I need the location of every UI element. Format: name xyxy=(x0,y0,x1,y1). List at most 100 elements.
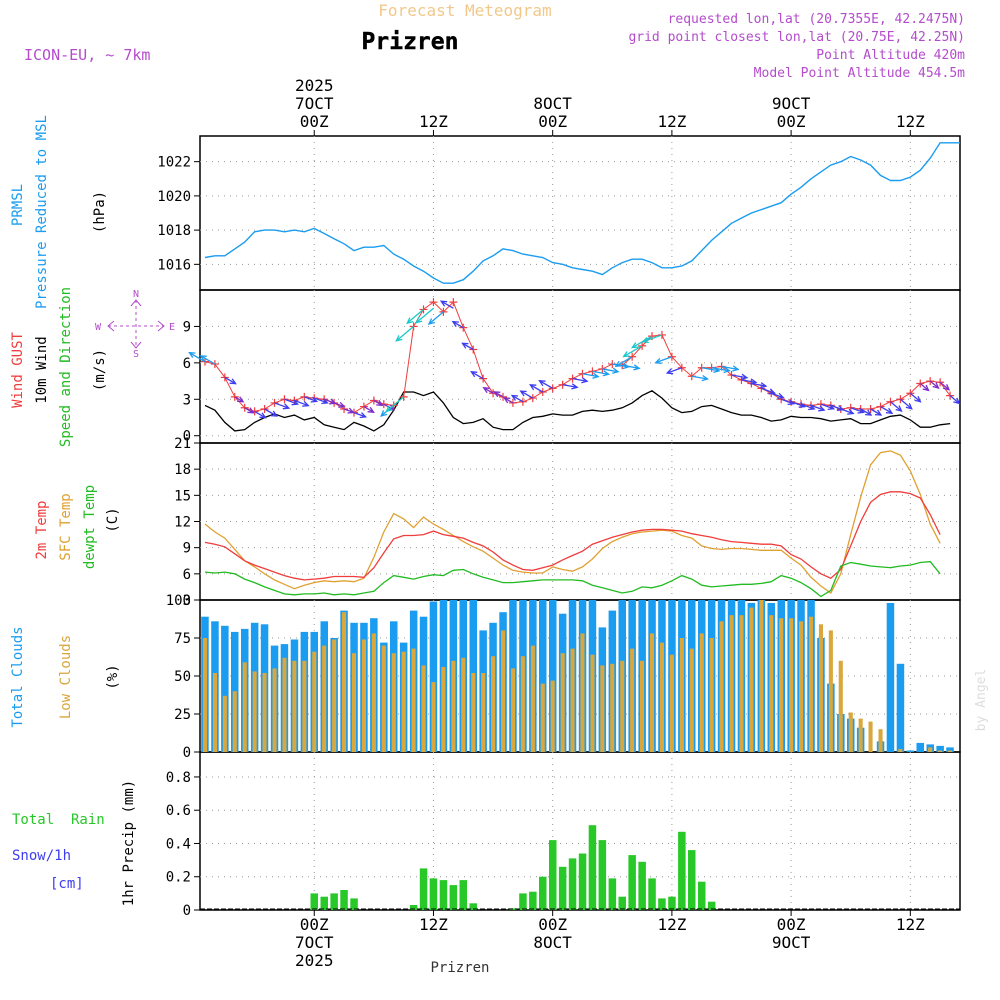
wind-arrow xyxy=(529,384,544,393)
wind-arrow-shaft xyxy=(483,387,494,394)
wind-arrow-head xyxy=(538,380,546,387)
low-cloud-bar xyxy=(769,615,774,752)
low-cloud-bar xyxy=(650,633,655,752)
wind-arrow xyxy=(385,396,405,413)
pressure-labels: PRMSL Pressure Reduced to MSL (hPa) xyxy=(10,115,108,309)
low-cloud-bar xyxy=(272,668,277,752)
rain-bar xyxy=(330,893,338,910)
wind-arrow xyxy=(294,399,310,407)
wind-arrow-shaft xyxy=(890,401,902,412)
wind-arrow xyxy=(538,380,554,389)
wind-arrow-shaft xyxy=(919,383,929,391)
wind-arrow xyxy=(790,401,806,408)
x-axis-bottom-label: 00Z xyxy=(538,915,567,934)
x-axis-top-label: 12Z xyxy=(419,112,448,131)
compass-n: N xyxy=(133,289,139,300)
wind-arrow-head xyxy=(932,382,940,389)
wind-arrow-head xyxy=(874,409,883,416)
low-cloud-bar xyxy=(292,660,297,752)
gust-marker xyxy=(449,298,458,307)
dewpt-line xyxy=(204,560,941,598)
wind-arrow xyxy=(234,396,245,403)
wind-arrow-shaft xyxy=(189,352,206,363)
low-cloud-bar xyxy=(699,633,704,752)
low-cloud-label: Low Clouds xyxy=(58,635,74,719)
x-axis-top-label: 00Z xyxy=(300,112,329,131)
wind-arrow-head xyxy=(395,335,403,342)
rain-bar xyxy=(469,903,477,910)
wind-arrow-head xyxy=(199,355,207,362)
wind-arrow-head xyxy=(380,410,388,417)
rain-bar xyxy=(707,901,716,910)
y-tick-label: 1022 xyxy=(157,155,191,171)
wind-arrow-head xyxy=(768,388,776,395)
wind-arrow-shaft xyxy=(602,368,619,373)
wind-arrow-head xyxy=(237,396,245,403)
low-cloud-bar xyxy=(351,653,356,752)
wind-arrow-shaft xyxy=(820,403,834,410)
x-axis-bottom-label: 12Z xyxy=(419,915,448,934)
wind-arrow-shaft xyxy=(870,408,882,416)
low-cloud-bar xyxy=(620,660,625,752)
wind-arrow xyxy=(492,391,504,398)
wind-arrow-shaft xyxy=(440,300,454,309)
wind-arrow-head xyxy=(310,396,319,403)
rain-bar xyxy=(459,880,467,910)
y-tick-label: 1020 xyxy=(157,189,191,205)
wind-arrow-shaft xyxy=(909,392,921,403)
wind-arrow-shaft xyxy=(386,396,405,412)
wind-arrow-shaft xyxy=(800,403,815,410)
low-cloud-bar xyxy=(411,648,416,752)
low-cloud-bar xyxy=(640,660,645,752)
wind-arrow-shaft xyxy=(572,378,588,382)
wind-arrow-head xyxy=(895,405,903,412)
low-cloud-bar xyxy=(848,712,853,752)
wind-arrow xyxy=(949,395,961,405)
wind-arrow-shaft xyxy=(503,397,514,404)
wind-arrow xyxy=(304,396,319,403)
wind-arrow-head xyxy=(451,320,459,327)
wind-arrow xyxy=(731,373,749,380)
low-cloud-bar xyxy=(808,616,813,752)
wind-arrow-head xyxy=(571,383,579,390)
wind-arrow xyxy=(665,367,683,375)
y-tick-label: 9 xyxy=(183,319,191,335)
total-cloud-bar xyxy=(916,742,924,752)
low-cloud-bar xyxy=(590,654,595,752)
compass-e: E xyxy=(169,322,175,333)
low-cloud-bar xyxy=(858,718,863,752)
low-cloud-bar xyxy=(471,673,476,752)
rain-bar xyxy=(668,896,676,910)
wind-arrow xyxy=(395,325,415,342)
y-tick-label: 9 xyxy=(183,541,191,557)
wind-arrow-head xyxy=(614,360,622,367)
y-tick-label: 25 xyxy=(174,707,191,723)
wind-arrow-shaft xyxy=(494,391,504,398)
rain-bar xyxy=(678,831,686,910)
wind-arrow-shaft xyxy=(396,325,415,342)
low-cloud-bar xyxy=(938,750,943,752)
wind-arrow-head xyxy=(665,368,674,375)
model-label: ICON-EU, ~ 7km xyxy=(24,46,150,64)
t2m-label: 2m Temp xyxy=(34,500,50,559)
rain-bar xyxy=(688,850,696,910)
wind-arrow-head xyxy=(510,394,519,401)
y-tick-label: 6 xyxy=(183,356,191,372)
wind-arrow-head xyxy=(723,366,731,374)
gust-marker xyxy=(469,345,478,354)
low-cloud-bar xyxy=(242,662,247,752)
wind-arrow xyxy=(333,401,346,408)
total-cloud-bar xyxy=(896,663,905,752)
low-cloud-bar xyxy=(401,651,406,752)
low-cloud-bar xyxy=(948,750,953,752)
wind-arrow-shaft xyxy=(314,397,328,404)
wind-gust-line xyxy=(204,301,951,414)
wind-arrow-head xyxy=(740,373,749,380)
rain-bar xyxy=(310,893,318,910)
wind-arrow xyxy=(415,307,434,324)
rain-bar xyxy=(519,893,527,910)
wind-arrow xyxy=(510,394,524,403)
low-cloud-bar xyxy=(510,668,515,752)
rain-bar xyxy=(658,898,666,910)
low-cloud-bar xyxy=(799,621,804,752)
